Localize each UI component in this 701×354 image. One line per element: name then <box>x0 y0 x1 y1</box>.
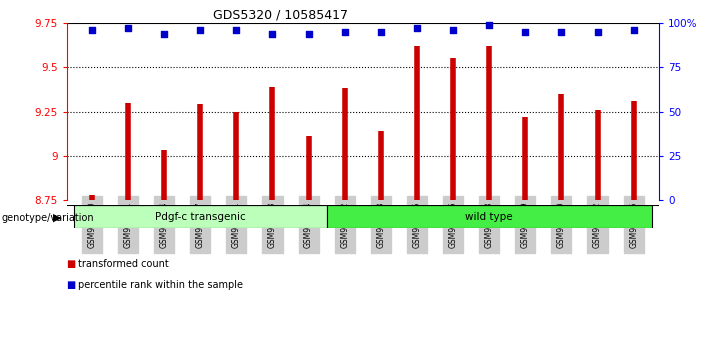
Point <box>447 27 458 33</box>
Text: ■: ■ <box>67 259 76 269</box>
Point <box>158 31 170 36</box>
Point <box>519 29 531 35</box>
Text: GDS5320 / 10585417: GDS5320 / 10585417 <box>213 9 348 22</box>
Point <box>267 31 278 36</box>
Point <box>86 27 97 33</box>
Point <box>195 27 206 33</box>
Point <box>339 29 350 35</box>
Point <box>303 31 314 36</box>
Point <box>556 29 567 35</box>
Point <box>592 29 603 35</box>
Point <box>411 25 423 31</box>
Text: ▶: ▶ <box>53 213 62 223</box>
Text: Pdgf-c transgenic: Pdgf-c transgenic <box>155 212 245 222</box>
Text: ■: ■ <box>67 280 76 290</box>
Bar <box>74 205 327 228</box>
Point <box>231 27 242 33</box>
Text: percentile rank within the sample: percentile rank within the sample <box>78 280 243 290</box>
Text: wild type: wild type <box>465 212 513 222</box>
Text: transformed count: transformed count <box>78 259 168 269</box>
Point <box>628 27 639 33</box>
Text: genotype/variation: genotype/variation <box>1 213 94 223</box>
Point <box>484 22 495 28</box>
Point <box>375 29 386 35</box>
Bar <box>327 205 652 228</box>
Point <box>123 25 134 31</box>
